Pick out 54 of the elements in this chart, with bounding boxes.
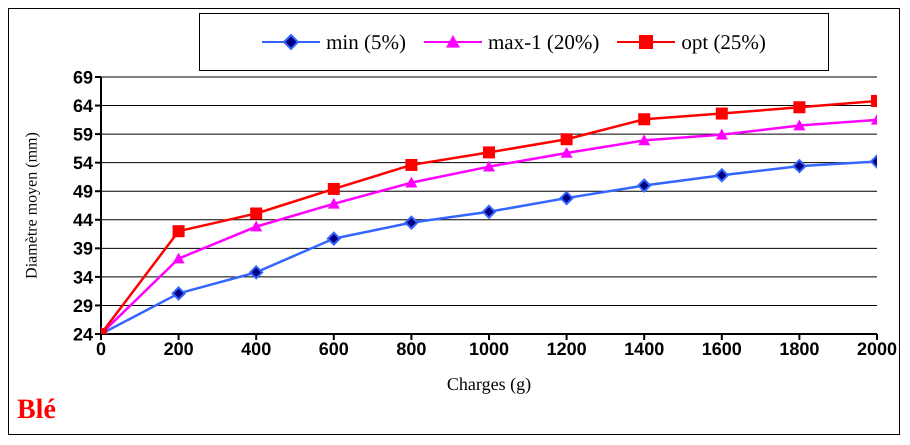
point bbox=[405, 158, 418, 171]
point bbox=[250, 207, 262, 220]
x-tick-label: 2000 bbox=[856, 338, 898, 359]
point bbox=[405, 176, 418, 188]
y-tick-label: 54 bbox=[72, 153, 93, 174]
point bbox=[404, 216, 418, 230]
point bbox=[483, 160, 495, 172]
point bbox=[560, 146, 573, 158]
x-tick-label: 1000 bbox=[468, 338, 510, 359]
y-tick-label: 29 bbox=[72, 296, 93, 316]
point bbox=[482, 204, 496, 219]
y-tick-label: 59 bbox=[72, 124, 93, 144]
x-tick-label: 1400 bbox=[624, 338, 664, 359]
legend-label: max-1 (20%) bbox=[488, 30, 600, 54]
x-tick-label: 1800 bbox=[779, 338, 820, 359]
legend-label: opt (25%) bbox=[681, 30, 766, 54]
point bbox=[326, 232, 341, 246]
x-axis-title: Charges (g) bbox=[446, 374, 532, 394]
x-tick-label: 800 bbox=[396, 338, 426, 359]
y-tick-label: 24 bbox=[72, 324, 93, 344]
point bbox=[250, 220, 262, 232]
point bbox=[328, 182, 340, 195]
point bbox=[793, 120, 806, 130]
y-tick-label: 34 bbox=[72, 267, 93, 288]
point bbox=[638, 113, 650, 126]
point bbox=[792, 159, 806, 174]
y-tick-label: 64 bbox=[72, 96, 93, 116]
x-tick-label: 400 bbox=[241, 338, 272, 359]
point bbox=[716, 108, 728, 120]
point bbox=[637, 178, 652, 193]
y-axis-title: Diamètre moyen (mm) bbox=[24, 132, 41, 279]
point bbox=[638, 134, 650, 146]
point bbox=[793, 101, 806, 114]
text: Blé bbox=[17, 394, 56, 426]
point bbox=[483, 146, 495, 158]
x-tick-label: 1600 bbox=[702, 338, 742, 359]
point bbox=[714, 168, 729, 182]
x-tick-label: 1200 bbox=[546, 338, 587, 359]
point bbox=[172, 252, 185, 264]
y-tick-label: 44 bbox=[72, 210, 93, 230]
y-tick-label: 69 bbox=[72, 67, 93, 88]
point bbox=[560, 133, 573, 146]
y-tick-label: 49 bbox=[72, 182, 93, 202]
point bbox=[560, 191, 574, 206]
point bbox=[328, 198, 340, 209]
point bbox=[172, 225, 185, 238]
y-tick-label: 39 bbox=[72, 238, 93, 259]
point bbox=[172, 286, 186, 300]
x-tick-label: 0 bbox=[96, 338, 106, 359]
x-tick-label: 200 bbox=[164, 338, 194, 359]
legend-label: min (5%) bbox=[326, 30, 406, 54]
x-tick-label: 600 bbox=[318, 338, 349, 359]
point bbox=[716, 128, 728, 140]
point bbox=[249, 265, 264, 280]
